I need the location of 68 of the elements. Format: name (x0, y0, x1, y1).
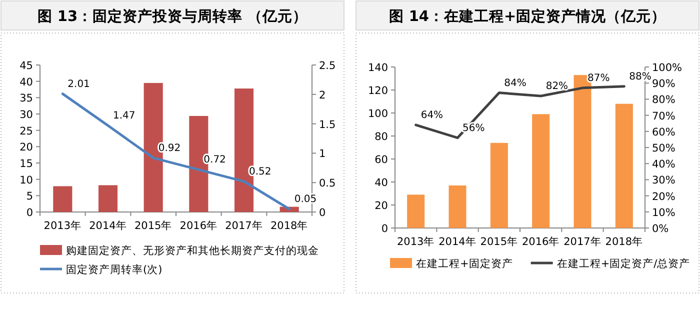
x-tick-label: 2015年 (134, 220, 172, 232)
y-tick-label: 40 (20, 76, 33, 88)
x-tick-label: 2014年 (438, 236, 476, 248)
legend-label: 在建工程+固定资产 (416, 257, 513, 270)
y-tick-label: 30 (20, 109, 33, 121)
data-label: 82% (546, 80, 568, 92)
y2-tick-label: 0 (319, 207, 326, 219)
x-tick-label: 2015年 (480, 236, 518, 248)
y-tick-label: 140 (368, 62, 388, 74)
x-tick-label: 2018年 (270, 220, 308, 232)
bar (532, 114, 550, 228)
y2-tick-label: 40% (652, 158, 676, 171)
line-series (61, 92, 291, 210)
y2-tick-label: 2.5 (319, 60, 336, 72)
y-tick-label: 10 (20, 174, 33, 186)
y-tick-label: 40 (374, 177, 388, 189)
bar (490, 142, 508, 228)
legend-label: 在建工程+固定资产/总资产 (556, 257, 690, 270)
chart-title: 图 13：固定资产投资与周转率 （亿元） (37, 7, 308, 25)
y-tick-label: 0 (26, 207, 33, 219)
y2-tick-label: 60% (652, 126, 676, 138)
y2-tick-label: 10% (652, 206, 676, 219)
data-label: 2.01 (68, 78, 90, 90)
y2-tick-label: 90% (652, 78, 676, 90)
y2-tick-label: 20% (652, 190, 676, 203)
y-tick-label: 20 (20, 142, 33, 154)
bar (448, 185, 466, 228)
legend-label: 购建固定资产、无形资产和其他长期资产支付的现金 (66, 244, 319, 257)
y-tick-label: 80 (374, 131, 388, 143)
bar (98, 185, 118, 212)
y-tick-label: 20 (374, 200, 388, 212)
x-tick-label: 2013年 (396, 236, 435, 248)
x-tick-label: 2017年 (564, 236, 602, 248)
y-tick-label: 60 (374, 154, 388, 166)
y2-tick-label: 1 (319, 148, 326, 160)
x-tick-label: 2016年 (180, 220, 218, 232)
bar (615, 104, 633, 228)
bar (407, 194, 425, 228)
y2-tick-label: 30% (652, 174, 676, 187)
y-tick-label: 120 (368, 85, 388, 97)
y2-tick-label: 1.5 (319, 118, 336, 131)
chart-title: 图 14：在建工程+固定资产情况（亿元） (388, 7, 666, 25)
y-tick-label: 35 (20, 92, 33, 105)
data-label: 0.05 (294, 194, 317, 206)
y-tick-label: 25 (20, 125, 33, 138)
y-tick-label: 100 (368, 108, 388, 120)
data-label: 84% (504, 78, 526, 89)
y2-tick-label: 0% (652, 223, 669, 235)
data-label: 64% (420, 110, 444, 121)
y2-tick-label: 70% (652, 110, 676, 122)
y-tick-label: 0 (381, 223, 388, 235)
x-tick-label: 2018年 (605, 236, 644, 248)
x-tick-label: 2013年 (44, 220, 82, 232)
x-tick-label: 2014年 (89, 220, 127, 232)
y2-tick-label: 50% (652, 142, 676, 154)
y-tick-label: 15 (20, 158, 33, 170)
y2-tick-label: 100% (652, 62, 682, 74)
data-label: 1.47 (113, 110, 136, 122)
y2-tick-label: 2 (319, 89, 326, 102)
y2-tick-label: 80% (652, 94, 676, 106)
legend-label: 固定资产周转率(次) (66, 263, 162, 276)
x-tick-label: 2017年 (225, 220, 263, 232)
y2-tick-label: 0.5 (319, 178, 336, 190)
bar (53, 186, 72, 212)
data-label: 88% (629, 71, 652, 82)
y-tick-label: 5 (26, 190, 33, 203)
y-tick-label: 45 (20, 60, 33, 72)
x-tick-label: 2016年 (522, 236, 560, 248)
